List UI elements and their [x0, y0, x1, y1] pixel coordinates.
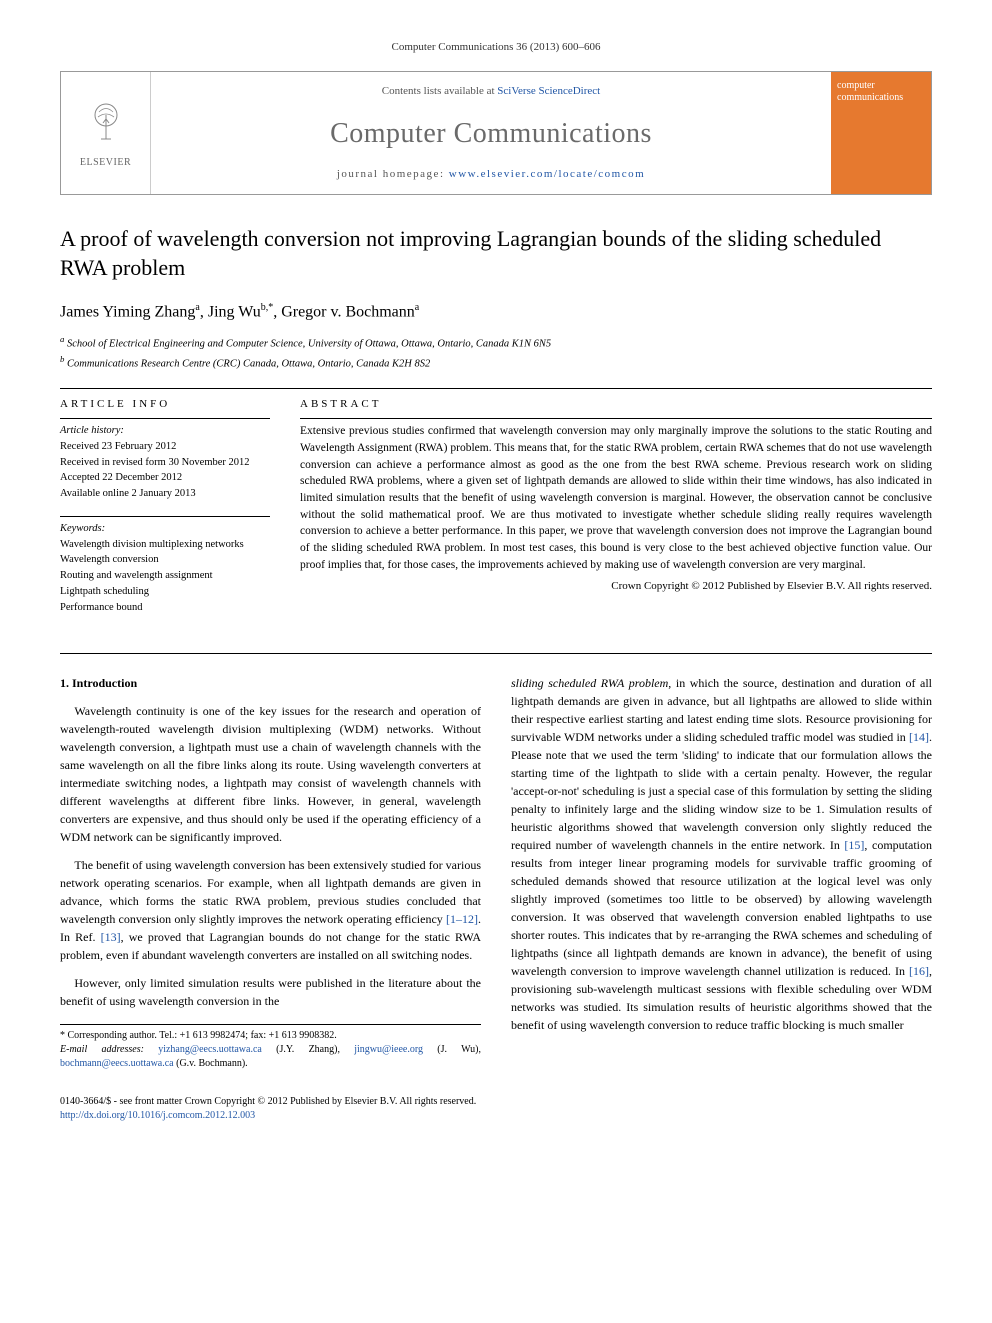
homepage-line: journal homepage: www.elsevier.com/locat… — [171, 167, 811, 182]
footnote-block: * Corresponding author. Tel.: +1 613 998… — [60, 1024, 481, 1071]
history-item: Received in revised form 30 November 201… — [60, 455, 270, 471]
article-info-heading: ARTICLE INFO — [60, 397, 270, 412]
intro-p1: Wavelength continuity is one of the key … — [60, 702, 481, 846]
sliding-term: sliding scheduled RWA problem — [511, 676, 668, 690]
authors-line: James Yiming Zhanga, Jing Wub,*, Gregor … — [60, 301, 932, 324]
intro-p4: sliding scheduled RWA problem, in which … — [511, 674, 932, 1034]
history-label: Article history: — [60, 423, 270, 439]
journal-cover-thumb: computer communications — [831, 72, 931, 194]
doi-link[interactable]: http://dx.doi.org/10.1016/j.comcom.2012.… — [60, 1110, 255, 1121]
abstract-col: ABSTRACT Extensive previous studies conf… — [300, 397, 932, 630]
intro-p2: The benefit of using wavelength conversi… — [60, 856, 481, 964]
abstract-heading: ABSTRACT — [300, 397, 932, 412]
keywords-block: Keywords: Wavelength division multiplexi… — [60, 521, 270, 616]
journal-banner: ELSEVIER Contents lists available at Sci… — [60, 71, 932, 195]
divider-bottom — [60, 653, 932, 654]
article-title: A proof of wavelength conversion not imp… — [60, 225, 932, 282]
homepage-prefix: journal homepage: — [337, 168, 449, 180]
publisher-logo-area: ELSEVIER — [61, 72, 151, 194]
email-label: E-mail addresses: — [60, 1044, 144, 1055]
homepage-url-link[interactable]: www.elsevier.com/locate/comcom — [449, 168, 645, 180]
affiliations: a School of Electrical Engineering and C… — [60, 333, 932, 372]
sciencedirect-link[interactable]: SciVerse ScienceDirect — [497, 85, 600, 97]
ref-link-1-12[interactable]: [1–12] — [446, 912, 478, 926]
journal-name: Computer Communications — [171, 114, 811, 153]
email-link-2[interactable]: jingwu@ieee.org — [354, 1044, 423, 1055]
article-info-col: ARTICLE INFO Article history: Received 2… — [60, 397, 270, 630]
ref-link-16[interactable]: [16] — [909, 964, 929, 978]
affiliation-a: a School of Electrical Engineering and C… — [60, 333, 932, 352]
ref-link-15[interactable]: [15] — [844, 838, 864, 852]
cover-text-2: communications — [837, 92, 925, 104]
intro-p3: However, only limited simulation results… — [60, 974, 481, 1010]
keyword: Performance bound — [60, 600, 270, 616]
history-item: Received 23 February 2012 — [60, 439, 270, 455]
email-link-1[interactable]: yizhang@eecs.uottawa.ca — [158, 1044, 262, 1055]
info-abstract-row: ARTICLE INFO Article history: Received 2… — [60, 397, 932, 630]
email-link-3[interactable]: bochmann@eecs.uottawa.ca — [60, 1058, 174, 1069]
ref-link-13[interactable]: [13] — [101, 930, 121, 944]
issn-line: 0140-3664/$ - see front matter Crown Cop… — [60, 1095, 932, 1109]
history-item: Available online 2 January 2013 — [60, 486, 270, 502]
history-item: Accepted 22 December 2012 — [60, 470, 270, 486]
body-columns: 1. Introduction Wavelength continuity is… — [60, 674, 932, 1071]
bottom-matter: 0140-3664/$ - see front matter Crown Cop… — [60, 1095, 932, 1123]
abstract-text: Extensive previous studies confirmed tha… — [300, 423, 932, 573]
keyword: Wavelength conversion — [60, 552, 270, 568]
keyword: Routing and wavelength assignment — [60, 568, 270, 584]
abstract-divider — [300, 418, 932, 419]
ref-link-14[interactable]: [14] — [909, 730, 929, 744]
info-divider-2 — [60, 516, 270, 517]
abstract-copyright: Crown Copyright © 2012 Published by Else… — [300, 579, 932, 594]
elsevier-logo: ELSEVIER — [80, 97, 131, 170]
keywords-label: Keywords: — [60, 521, 270, 537]
affiliation-b: b Communications Research Centre (CRC) C… — [60, 353, 932, 372]
divider-top — [60, 388, 932, 389]
contents-line: Contents lists available at SciVerse Sci… — [171, 84, 811, 99]
email-line: E-mail addresses: yizhang@eecs.uottawa.c… — [60, 1043, 481, 1071]
elsevier-tree-icon — [81, 97, 131, 147]
publisher-name: ELSEVIER — [80, 156, 131, 170]
section-1-heading: 1. Introduction — [60, 674, 481, 692]
corresponding-author: * Corresponding author. Tel.: +1 613 998… — [60, 1029, 481, 1043]
history-block: Article history: Received 23 February 20… — [60, 423, 270, 502]
banner-center: Contents lists available at SciVerse Sci… — [151, 72, 831, 194]
running-header: Computer Communications 36 (2013) 600–60… — [60, 40, 932, 55]
cover-text-1: computer — [837, 80, 925, 92]
body-col-left: 1. Introduction Wavelength continuity is… — [60, 674, 481, 1071]
keyword: Lightpath scheduling — [60, 584, 270, 600]
body-col-right: sliding scheduled RWA problem, in which … — [511, 674, 932, 1071]
keyword: Wavelength division multiplexing network… — [60, 537, 270, 553]
contents-prefix: Contents lists available at — [382, 85, 497, 97]
info-divider-1 — [60, 418, 270, 419]
